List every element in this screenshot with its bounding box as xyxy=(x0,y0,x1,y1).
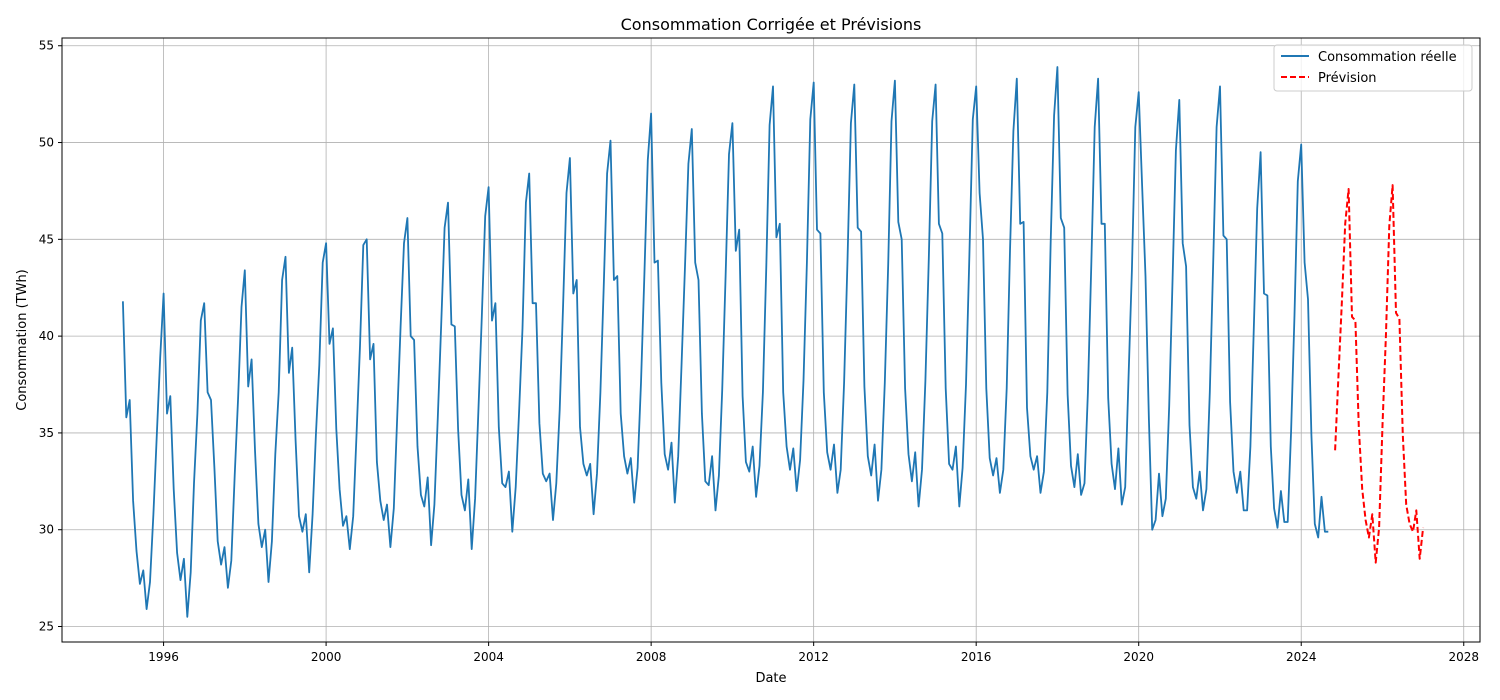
legend: Consommation réelle Prévision xyxy=(1273,44,1473,92)
x-tick-label: 2020 xyxy=(1123,650,1154,664)
x-axis-label: Date xyxy=(755,671,786,686)
series-layer xyxy=(122,66,1425,618)
x-tick-label: 2008 xyxy=(636,650,667,664)
y-tick-label: 30 xyxy=(39,523,54,537)
chart-title: Consommation Corrigée et Prévisions xyxy=(621,15,922,34)
x-tick-label: 2028 xyxy=(1448,650,1479,664)
y-tick-label: 35 xyxy=(39,426,54,440)
grid xyxy=(62,38,1480,642)
plot-frame xyxy=(61,37,1481,643)
legend-label-forecast: Prévision xyxy=(1318,71,1377,86)
x-axis-ticks: 1996 2000 2004 2008 2012 2016 2020 2024 2028 xyxy=(148,642,1479,664)
series-line-forecast xyxy=(1334,184,1425,564)
x-tick-label: 2016 xyxy=(961,650,992,664)
series-line-actual xyxy=(122,66,1329,618)
x-tick-label: 2004 xyxy=(473,650,504,664)
legend-box xyxy=(1273,44,1473,92)
y-tick-label: 45 xyxy=(39,232,54,246)
x-tick-label: 2024 xyxy=(1286,650,1317,664)
y-tick-label: 50 xyxy=(39,136,54,150)
y-tick-label: 55 xyxy=(39,39,54,53)
y-axis-label: Consommation (TWh) xyxy=(15,269,30,411)
x-tick-label: 2012 xyxy=(798,650,829,664)
y-tick-label: 40 xyxy=(39,329,54,343)
x-tick-label: 1996 xyxy=(148,650,179,664)
y-tick-label: 25 xyxy=(39,620,54,634)
x-tick-label: 2000 xyxy=(311,650,342,664)
legend-label-actual: Consommation réelle xyxy=(1318,50,1457,65)
y-axis-ticks: 25 30 35 40 45 50 55 xyxy=(39,39,62,634)
